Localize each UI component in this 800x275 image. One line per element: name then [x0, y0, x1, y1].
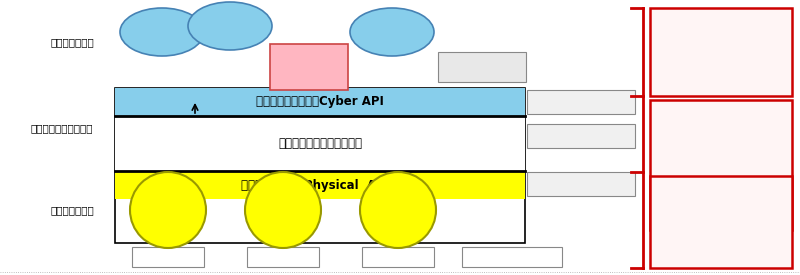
Text: IoT Platform  layer: IoT Platform layer	[539, 131, 622, 141]
Text: Device C
converter: Device C converter	[371, 199, 425, 221]
Text: Cyber interface layer: Cyber interface layer	[533, 98, 629, 106]
FancyBboxPatch shape	[650, 100, 792, 230]
Text: パートナー開発: パートナー開発	[50, 205, 94, 215]
Text: モジュール化されたCyber API: モジュール化されたCyber API	[256, 95, 384, 109]
Text: パートナー開発: パートナー開発	[50, 37, 94, 47]
FancyBboxPatch shape	[462, 247, 562, 267]
Text: （Physical domain）: （Physical domain）	[675, 224, 766, 234]
FancyBboxPatch shape	[270, 44, 348, 90]
FancyBboxPatch shape	[650, 8, 792, 96]
FancyBboxPatch shape	[527, 90, 635, 114]
Ellipse shape	[360, 172, 436, 248]
Text: サイバー領域: サイバー領域	[696, 38, 746, 52]
Text: IOT: IOT	[708, 130, 734, 144]
Text: プラットフォーマ開発: プラットフォーマ開発	[30, 123, 94, 133]
Text: Device A: Device A	[148, 252, 188, 262]
FancyBboxPatch shape	[132, 247, 204, 267]
FancyBboxPatch shape	[650, 176, 792, 268]
Ellipse shape	[245, 172, 321, 248]
FancyBboxPatch shape	[247, 247, 319, 267]
FancyBboxPatch shape	[527, 124, 635, 148]
FancyBboxPatch shape	[527, 172, 635, 196]
Text: Application
software: Application software	[366, 22, 418, 42]
Text: とその変換」の階層）: とその変換」の階層）	[679, 186, 763, 200]
FancyBboxPatch shape	[115, 171, 525, 199]
FancyBboxPatch shape	[115, 88, 525, 116]
Ellipse shape	[350, 8, 434, 56]
Ellipse shape	[120, 8, 204, 56]
Text: Device A
converter: Device A converter	[142, 199, 194, 221]
FancyBboxPatch shape	[362, 247, 434, 267]
Text: 共通のデータベースと機能: 共通のデータベースと機能	[278, 137, 362, 150]
FancyBboxPatch shape	[115, 88, 525, 243]
Text: Device C: Device C	[378, 252, 418, 262]
Text: Device B
converter: Device B converter	[256, 199, 310, 221]
FancyBboxPatch shape	[115, 116, 525, 171]
Text: Application
software: Application software	[137, 22, 187, 42]
Text: 実領域: 実領域	[709, 208, 734, 222]
Text: Device B: Device B	[263, 252, 303, 262]
Text: （Cyber domain）: （Cyber domain）	[681, 54, 761, 64]
Text: Application
software: Application software	[205, 16, 255, 36]
Text: SDK(Software
development kit: SDK(Software development kit	[272, 57, 346, 77]
Text: リアル側の多様な機器: リアル側の多様な機器	[485, 252, 539, 262]
Text: （「BIMデータの蓄積: （「BIMデータの蓄積	[689, 174, 754, 184]
FancyBboxPatch shape	[438, 52, 526, 82]
Text: モジュール化されたPhysical  API↑: モジュール化されたPhysical API↑	[241, 178, 399, 191]
Text: Physical interface layer: Physical interface layer	[528, 180, 634, 188]
Text: プラットフォーム階層: プラットフォーム階層	[679, 144, 763, 158]
Ellipse shape	[188, 2, 272, 50]
Ellipse shape	[130, 172, 206, 248]
Text: サイバー側のアプリ: サイバー側のアプリ	[455, 62, 509, 72]
